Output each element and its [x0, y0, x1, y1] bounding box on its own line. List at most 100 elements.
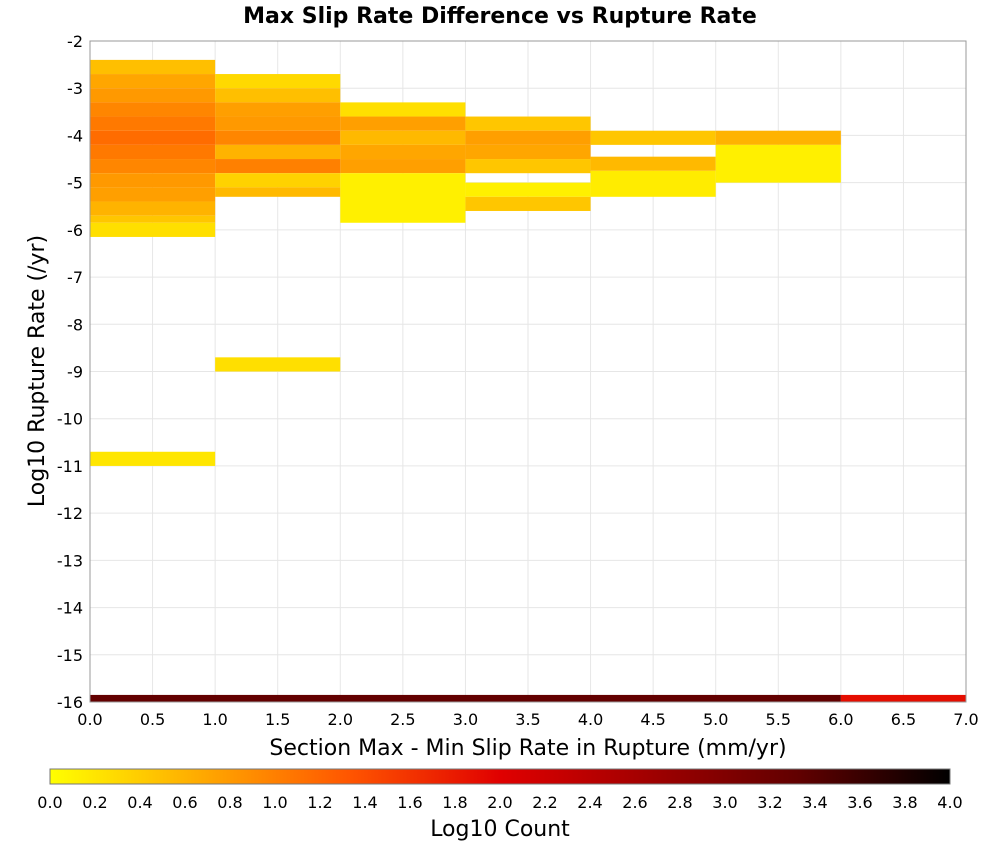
heatmap-cell: [590, 130, 716, 145]
heatmap-cell: [465, 116, 591, 131]
x-axis-label: Section Max - Min Slip Rate in Rupture (…: [269, 736, 786, 761]
colorbar-tick-label: 1.4: [352, 793, 377, 812]
y-tick-label: -2: [67, 32, 83, 51]
x-tick-label: 1.5: [265, 710, 290, 729]
heatmap-cell: [90, 116, 216, 131]
heatmap-cell: [215, 357, 341, 372]
x-tick-label: 4.0: [578, 710, 603, 729]
colorbar-tick-label: 0.4: [127, 793, 152, 812]
heatmap-cell: [90, 187, 216, 202]
colorbar-tick-label: 2.8: [667, 793, 692, 812]
heatmap-cell: [340, 130, 466, 145]
heatmap-cell: [90, 451, 216, 466]
y-tick-label: -16: [57, 693, 83, 712]
heatmap-cell: [590, 156, 716, 171]
heatmap-cell: [215, 116, 341, 131]
colorbar-label: Log10 Count: [430, 817, 570, 842]
heatmap-cell: [215, 74, 341, 89]
colorbar-tick-label: 2.2: [532, 793, 557, 812]
y-tick-label: -11: [57, 457, 83, 476]
heatmap-cell: [90, 130, 216, 145]
x-tick-label: 0.5: [140, 710, 165, 729]
x-tick-label: 2.0: [328, 710, 353, 729]
heatmap-cell: [715, 130, 841, 145]
chart-title: Max Slip Rate Difference vs Rupture Rate: [243, 4, 757, 29]
colorbar-tick-label: 3.6: [847, 793, 872, 812]
heatmap-cell: [465, 130, 591, 145]
y-tick-label: -9: [67, 363, 83, 382]
heatmap-cell: [215, 88, 341, 103]
y-tick-label: -10: [57, 410, 83, 429]
heatmap-cell: [215, 173, 341, 188]
heatmap-cell: [90, 88, 216, 103]
heatmap-cell: [340, 173, 466, 223]
y-tick-label: -14: [57, 599, 83, 618]
heatmap-cell: [215, 144, 341, 160]
colorbar-tick-label: 2.0: [487, 793, 512, 812]
colorbar-tick-label: 3.2: [757, 793, 782, 812]
y-tick-label: -7: [67, 268, 83, 287]
heatmap-cell: [90, 173, 216, 188]
heatmap-cell: [90, 215, 216, 223]
x-tick-label: 1.0: [202, 710, 227, 729]
x-tick-label: 6.0: [828, 710, 853, 729]
heatmap-cell: [215, 159, 341, 174]
y-tick-label: -8: [67, 315, 83, 334]
colorbar-tick-label: 0.0: [37, 793, 62, 812]
x-tick-label: 0.0: [77, 710, 102, 729]
y-tick-label: -5: [67, 174, 83, 193]
y-tick-label: -4: [67, 126, 83, 145]
heatmap-cell: [90, 144, 216, 160]
colorbar-tick-labels: 0.0 0.2 0.4 0.6 0.8 1.0 1.2 1.4 1.6 1.8 2.0 2.2 2.4 2…: [37, 793, 962, 812]
heatmap-cell: [840, 694, 966, 702]
colorbar: [49, 768, 951, 785]
y-tick-labels: -2 -3 -4 -5 -6 -7 -8 -9 -10 -11 -12 -13 -14 -15 -16: [57, 32, 83, 712]
heatmap-cell: [590, 170, 716, 197]
colorbar-tick-label: 3.0: [712, 793, 737, 812]
heatmap-cell: [465, 144, 591, 160]
x-tick-label: 2.5: [390, 710, 415, 729]
colorbar-tick-label: 2.6: [622, 793, 647, 812]
x-tick-label: 6.5: [891, 710, 916, 729]
heatmap-cell: [340, 102, 466, 117]
colorbar-tick-label: 1.6: [397, 793, 422, 812]
plot-frame: [89, 40, 967, 703]
heatmap-cell: [340, 144, 466, 160]
x-tick-label: 3.5: [515, 710, 540, 729]
colorbar-tick-label: 1.0: [262, 793, 287, 812]
x-tick-label: 5.5: [766, 710, 791, 729]
heatmap-cell: [90, 74, 216, 89]
heatmap-cell: [215, 130, 341, 145]
heatmap-cell: [215, 187, 341, 197]
heatmap-cell: [465, 159, 591, 174]
heatmap-cell: [90, 694, 841, 702]
heatmap-cell: [90, 59, 216, 75]
heatmap-cell: [90, 159, 216, 174]
heatmap-cell: [215, 102, 341, 117]
x-tick-label: 3.0: [453, 710, 478, 729]
colorbar-tick-label: 1.2: [307, 793, 332, 812]
colorbar-tick-label: 0.8: [217, 793, 242, 812]
heatmap-cell: [90, 102, 216, 117]
colorbar-tick-label: 2.4: [577, 793, 602, 812]
x-tick-label: 4.5: [640, 710, 665, 729]
y-tick-label: -3: [67, 79, 83, 98]
x-tick-label: 7.0: [953, 710, 978, 729]
y-tick-label: -15: [57, 646, 83, 665]
colorbar-tick-label: 4.0: [937, 793, 962, 812]
heatmap-cells: [90, 59, 966, 702]
heatmap-cell: [90, 201, 216, 216]
heatmap-cell: [465, 196, 591, 211]
heatmap-cell: [715, 144, 841, 183]
colorbar-tick-label: 0.2: [82, 793, 107, 812]
x-tick-label: 5.0: [703, 710, 728, 729]
heatmap-cell: [465, 182, 591, 197]
colorbar-tick-label: 0.6: [172, 793, 197, 812]
heatmap-cell: [90, 222, 216, 237]
heatmap-cell: [340, 116, 466, 131]
x-tick-labels: 0.0 0.5 1.0 1.5 2.0 2.5 3.0 3.5 4.0 4.5 5.0 5.5 6.0 6…: [77, 710, 978, 729]
colorbar-tick-label: 1.8: [442, 793, 467, 812]
y-tick-label: -12: [57, 504, 83, 523]
colorbar-tick-label: 3.8: [892, 793, 917, 812]
